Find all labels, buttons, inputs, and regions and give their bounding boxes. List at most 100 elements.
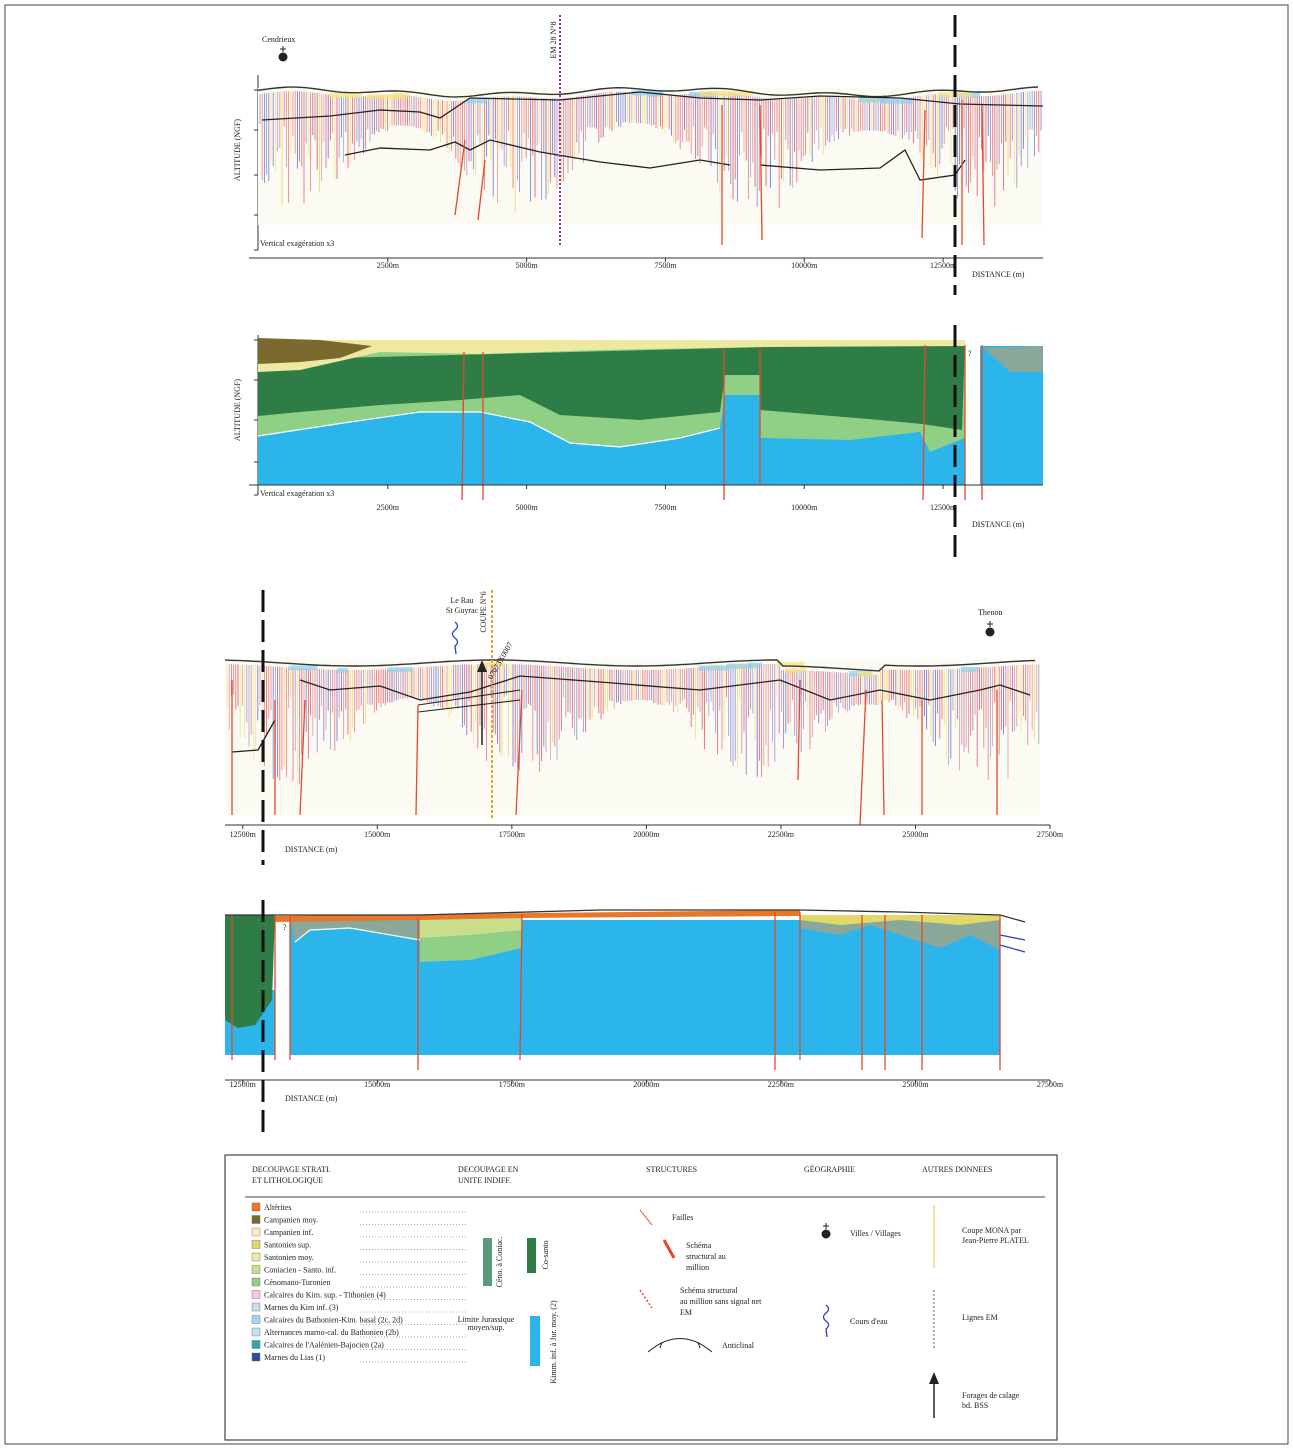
resistivity-patch — [337, 668, 348, 673]
legend-item: Calcaires de l'Aalénien-Bajocien (2a) — [264, 1341, 384, 1350]
resistivity-patch — [748, 663, 762, 668]
x-tick-label: 25000m — [902, 830, 929, 839]
unknown-label: ? — [283, 923, 287, 932]
resistivity-patch — [785, 668, 806, 673]
legend-header: DECOUPAGE STRATI. — [252, 1165, 331, 1174]
legend-swatch — [252, 1291, 260, 1299]
town-label: Cendrieux — [262, 35, 295, 44]
legend-swatch — [252, 1328, 260, 1336]
x-axis-label: DISTANCE (m) — [285, 1094, 338, 1103]
river-label: Le Rau — [450, 596, 473, 605]
x-axis-label: DISTANCE (m) — [285, 845, 338, 854]
figure: EM 28 N°8 Cendrieux ALTITUDE (NGF) Vertical… — [0, 0, 1293, 1449]
resistivity-patch — [329, 93, 361, 98]
x-tick-label: 10000m — [791, 503, 818, 512]
x-tick-label: 27500m — [1037, 1080, 1064, 1089]
x-tick-label: 12500m — [230, 1080, 257, 1089]
legend-item: Failles — [672, 1213, 693, 1222]
legend-swatch — [252, 1278, 260, 1286]
x-tick-label: 12500m — [930, 503, 957, 512]
legend-item: Alternances marno-cal. du Bathonien (2b) — [264, 1328, 399, 1337]
town-symbol — [986, 628, 995, 637]
legend-item: Marnes du Kim inf. (3) — [264, 1303, 339, 1312]
legend-swatch — [252, 1266, 260, 1274]
x-tick-label: 10000m — [791, 261, 818, 270]
river-lines — [1000, 935, 1025, 952]
legend-swatch — [252, 1341, 260, 1349]
legend-swatch — [252, 1228, 260, 1236]
unit-label: Kimm. inf. à Jur. moy. (2) — [549, 1300, 558, 1384]
legend-item: EM — [680, 1308, 692, 1317]
x-tick-label: 27500m — [1037, 830, 1064, 839]
exaggeration-label: Vertical exagération x3 — [260, 239, 334, 248]
legend-item: Cours d'eau — [850, 1317, 888, 1326]
x-tick-label: 5000m — [516, 503, 539, 512]
y-axis-label: ALTITUDE (NGF) — [233, 119, 242, 181]
x-tick-label: 12500m — [230, 830, 257, 839]
legend-item: Altérites — [264, 1203, 292, 1212]
unit-label: Céno. à Coniac. — [495, 1236, 504, 1287]
legend-header: STRUCTURES — [646, 1165, 697, 1174]
legend-item: Campanien moy. — [264, 1216, 318, 1225]
unknown-label: ? — [968, 349, 972, 358]
legend-header: ET LITHOLOGIQUE — [252, 1176, 323, 1185]
legend-item: Anticlinal — [722, 1341, 755, 1350]
x-tick-label: 22500m — [768, 830, 795, 839]
resistivity-patch — [387, 667, 411, 672]
section-label: COUPE N°6 — [479, 591, 488, 632]
resistivity-patch — [699, 666, 729, 671]
em-line-label: EM 28 N°8 — [549, 22, 558, 59]
legend-header: UNITE INDIFF. — [458, 1176, 511, 1185]
y-axis-label: ALTITUDE (NGF) — [233, 379, 242, 441]
legend-item: au million sans signal net — [680, 1297, 762, 1306]
layer-bathonien — [290, 920, 1000, 1055]
legend-item: Lignes EM — [962, 1313, 998, 1322]
legend-item: Calcaires du Kim. sup. - Tithonien (4) — [264, 1291, 386, 1300]
x-axis-label: DISTANCE (m) — [972, 520, 1025, 529]
legend-swatch — [252, 1316, 260, 1324]
x-tick-label: 17500m — [499, 830, 526, 839]
unit-bar — [483, 1238, 492, 1286]
x-tick-label: 2500m — [377, 503, 400, 512]
legend-item: Villes / Villages — [850, 1229, 901, 1238]
legend-item: Jean-Pierre PLATEL — [962, 1236, 1029, 1245]
legend-swatch — [252, 1241, 260, 1249]
legend-item: Santonien moy. — [264, 1253, 314, 1262]
river-symbol — [453, 622, 458, 654]
resistivity-patch — [700, 91, 732, 96]
x-tick-label: 12500m — [930, 261, 957, 270]
legend-item: million — [686, 1263, 709, 1272]
legend-header: AUTRES DONNEES — [922, 1165, 992, 1174]
x-tick-label: 15000m — [364, 1080, 391, 1089]
x-tick-label: 7500m — [654, 261, 677, 270]
resistivity-patch — [289, 665, 318, 670]
unit-bar — [530, 1316, 540, 1366]
legend-item: Forages de calage — [962, 1391, 1020, 1400]
resistivity-patch — [467, 98, 486, 103]
legend-item: Campanien inf. — [264, 1228, 313, 1237]
legend-item: Cénomano-Turonien — [264, 1278, 330, 1287]
legend-swatch — [252, 1303, 260, 1311]
legend-header: DECOUPAGE EN — [458, 1165, 519, 1174]
resistivity-patch — [858, 672, 872, 677]
legend-item: Marnes du Lias (1) — [264, 1353, 325, 1362]
legend-swatch — [252, 1253, 260, 1261]
legend-header: GÉOGRAPHIE — [804, 1164, 855, 1174]
x-tick-label: 2500m — [377, 261, 400, 270]
x-tick-label: 15000m — [364, 830, 391, 839]
unit-label: Co-santo — [541, 1241, 550, 1270]
legend-item: Schéma — [686, 1241, 712, 1250]
legend-item: Schéma structural — [680, 1286, 738, 1295]
x-tick-label: 17500m — [499, 1080, 526, 1089]
resistivity-patch — [394, 93, 409, 98]
town-label: Thenon — [978, 608, 1002, 617]
x-tick-label: 22500m — [768, 1080, 795, 1089]
resistivity-bg — [258, 88, 1043, 225]
legend-item: bd. BSS — [962, 1401, 988, 1410]
x-tick-label: 25000m — [902, 1080, 929, 1089]
unit-bar — [527, 1238, 536, 1273]
legend-item: Santonien sup. — [264, 1241, 311, 1250]
exaggeration-label: Vertical exagération x3 — [260, 489, 334, 498]
unit-label: moyen/sup. — [467, 1323, 504, 1332]
legend-item: Coniacien - Santo. inf. — [264, 1266, 336, 1275]
